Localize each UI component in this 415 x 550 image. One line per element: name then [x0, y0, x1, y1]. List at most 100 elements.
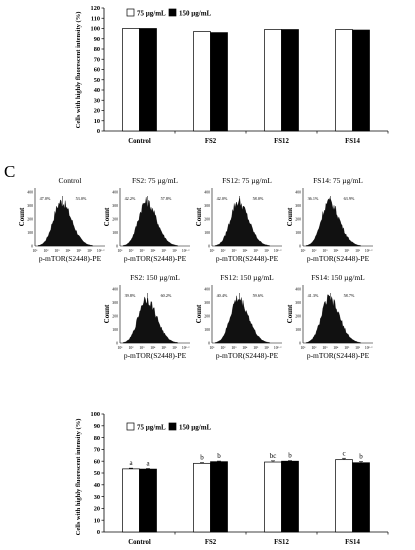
gate-right-percent: 53.0% — [76, 196, 87, 201]
histogram-y-tick: 100 — [112, 328, 118, 332]
y-tick-label: 100 — [91, 26, 100, 33]
histogram-panel: Control 0 100 200 300 400 10¹ 10² 10³ 10⁴ 10⁵ 10⁶ 10… — [18, 176, 105, 263]
top-bar-chart: Cells with highly fluorescent intensity … — [75, 5, 389, 145]
x-tick-label: FS14 — [345, 539, 360, 546]
significance-label: c — [342, 449, 345, 457]
y-tick-label: 80 — [94, 46, 100, 53]
histogram-title: Control — [59, 176, 82, 185]
y-tick-label: 90 — [94, 423, 100, 430]
histogram-x-tick: 10² — [311, 249, 317, 253]
histogram-x-tick: 10¹ — [210, 249, 215, 253]
histogram-x-tick: 10⁴ — [333, 249, 339, 253]
histogram-x-tick: 10⁶ — [355, 249, 361, 253]
histogram-x-label: p-mTOR(S2448)-PE — [124, 351, 187, 360]
histogram-y-tick: 200 — [27, 218, 33, 222]
histogram-y-tick: 0 — [116, 342, 118, 346]
histogram-x-tick: 10³ — [231, 249, 237, 253]
histogram-y-tick: 200 — [295, 315, 301, 319]
significance-label: b — [288, 452, 292, 460]
histogram-panel: FS2: 75 µg/mL 0 100 200 300 400 10¹ 10² 10³ 10⁴ 10… — [103, 176, 190, 263]
bar — [281, 460, 299, 533]
bar — [210, 461, 228, 533]
histogram-x-label: p-mTOR(S2448)-PE — [124, 254, 187, 263]
legend-label-75: 75 µg/mL — [137, 10, 166, 18]
legend-swatch-150 — [168, 8, 177, 17]
histogram-x-tick: 10⁶ — [355, 346, 361, 350]
histogram-y-label: Count — [103, 207, 111, 226]
y-tick-label: 50 — [94, 470, 100, 477]
gate-left-percent: 42.0% — [217, 196, 228, 201]
histogram-y-tick: 400 — [112, 191, 118, 195]
bar — [193, 31, 211, 132]
top-chart-y-label: Cells with highly fluorescent intensity … — [75, 12, 82, 129]
histogram-x-tick: 10⁴ — [150, 346, 156, 350]
histogram-x-tick: 10⁶·² — [182, 346, 190, 350]
histogram-x-tick: 10³ — [322, 249, 328, 253]
histogram-x-tick: 10⁶·² — [274, 346, 282, 350]
histogram-x-label: p-mTOR(S2448)-PE — [39, 254, 102, 263]
histogram-y-tick: 0 — [299, 245, 301, 249]
histogram-x-tick: 10⁴ — [65, 249, 71, 253]
gate-right-percent: 59.6% — [253, 293, 264, 298]
gate-right-percent: 58.0% — [253, 196, 264, 201]
histogram-x-tick: 10³ — [231, 346, 237, 350]
histogram-y-label: Count — [103, 304, 111, 323]
histogram-y-tick: 0 — [116, 245, 118, 249]
bar — [210, 32, 228, 132]
bar — [335, 29, 353, 132]
gate-left-percent: 36.1% — [308, 196, 319, 201]
histogram-y-tick: 300 — [204, 301, 210, 305]
x-tick-label: FS12 — [274, 138, 289, 145]
significance-label: b — [359, 453, 363, 461]
histogram-x-tick: 10⁴ — [242, 249, 248, 253]
histogram-x-tick: 10⁶·² — [182, 249, 190, 253]
gate-left-percent: 47.0% — [40, 196, 51, 201]
y-tick-label: 100 — [91, 411, 100, 418]
histogram-x-tick: 10¹ — [210, 346, 215, 350]
histogram-y-label: Count — [286, 207, 294, 226]
histogram-distribution — [37, 199, 94, 247]
x-tick-label: FS2 — [205, 539, 217, 546]
bar — [264, 461, 282, 533]
gate-right-percent: 63.9% — [344, 196, 355, 201]
histogram-y-tick: 200 — [112, 218, 118, 222]
y-tick-label: 90 — [94, 36, 100, 43]
histogram-x-tick: 10⁴ — [242, 346, 248, 350]
bottom-chart-y-label: Cells with highly fluorescent intensity … — [75, 419, 82, 536]
gate-left-percent: 39.8% — [125, 293, 136, 298]
legend-label-150: 150 µg/mL — [179, 424, 212, 432]
histogram-distribution — [214, 295, 271, 344]
gate-right-percent: 57.8% — [161, 196, 172, 201]
y-tick-label: 30 — [94, 97, 100, 104]
significance-label: a — [146, 460, 150, 468]
histogram-x-tick: 10¹ — [301, 346, 306, 350]
x-tick-label: FS2 — [205, 138, 217, 145]
significance-label: b — [217, 452, 221, 460]
histogram-y-tick: 0 — [208, 342, 210, 346]
histogram-y-tick: 100 — [204, 328, 210, 332]
bar — [139, 468, 157, 533]
histogram-y-tick: 100 — [112, 231, 118, 235]
histogram-x-label: p-mTOR(S2448)-PE — [307, 351, 370, 360]
histogram-x-tick: 10⁵ — [161, 249, 167, 253]
bottom-chart-legend: 75 µg/mL 150 µg/mL — [126, 422, 212, 432]
panel-label: C — [4, 162, 15, 181]
histogram-x-tick: 10⁵ — [76, 249, 82, 253]
bar — [281, 29, 299, 132]
histogram-y-tick: 200 — [204, 315, 210, 319]
histogram-y-tick: 100 — [295, 328, 301, 332]
histogram-distribution — [305, 197, 362, 247]
y-tick-label: 40 — [94, 87, 100, 94]
histogram-panel: FS12: 75 µg/mL 0 100 200 300 400 10¹ 10² 10³ 10⁴ 1… — [195, 176, 282, 263]
y-tick-label: 60 — [94, 458, 100, 465]
histogram-x-tick: 10⁶ — [172, 249, 178, 253]
y-tick-label: 40 — [94, 482, 100, 489]
bar — [335, 459, 353, 533]
histogram-y-tick: 100 — [204, 231, 210, 235]
histogram-x-tick: 10¹ — [118, 346, 123, 350]
histogram-x-tick: 10⁶·² — [97, 249, 105, 253]
histogram-title: FS14: 150 µg/mL — [311, 273, 365, 282]
histogram-y-tick: 400 — [204, 288, 210, 292]
y-tick-label: 0 — [97, 529, 100, 536]
histogram-y-tick: 100 — [295, 231, 301, 235]
